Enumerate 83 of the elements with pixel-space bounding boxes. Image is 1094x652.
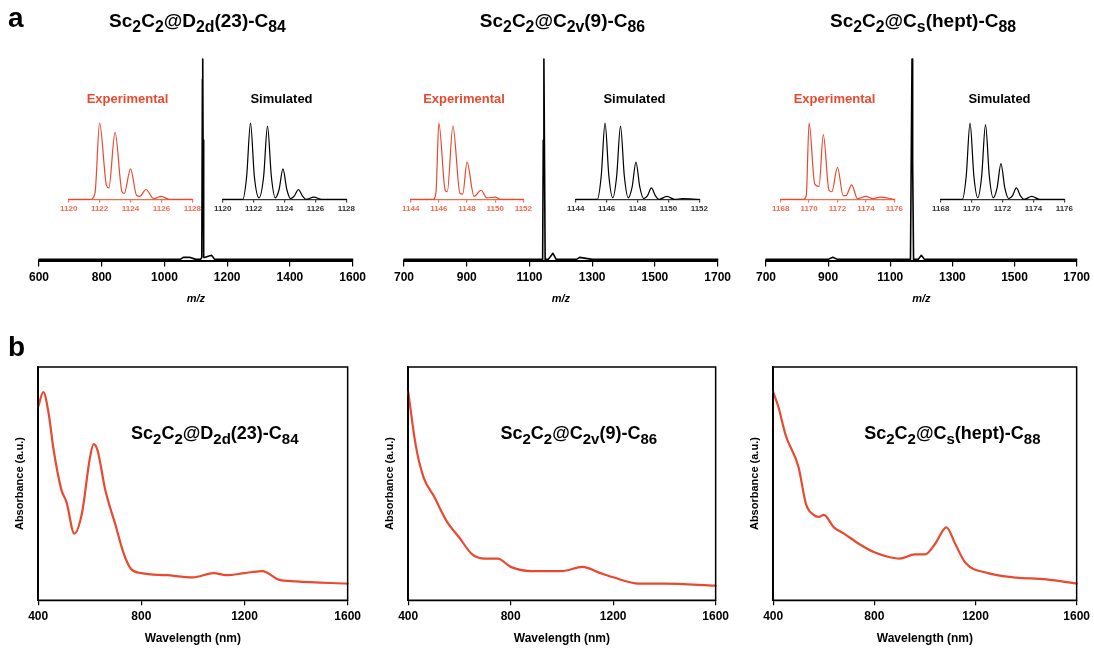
x-tick-label: 1120 [60,204,78,214]
x-tick-label: 600 [29,269,50,284]
x-tick-label: 1128 [337,204,356,214]
x-tick-label: 1172 [828,204,847,214]
x-tick-label: 1700 [1063,269,1091,284]
x-tick-label: 400 [763,608,784,623]
x-tick-label: 1100 [516,269,543,284]
x-tick-label: 1120 [214,204,232,214]
x-tick-label: 1124 [275,204,294,214]
x-tick-label: 1150 [486,204,505,214]
x-tick-label: 1200 [599,608,627,623]
x-tick-label: 1500 [641,269,669,284]
chart-title: Experimental [423,91,505,107]
x-tick-label: 1126 [152,204,171,214]
chart-title: Sc$_{2}$C$_{2}$@D$_{2d}$(23)-C$_{84}$ [108,10,287,36]
x-tick-label: 1168 [932,204,950,214]
x-tick-label: 1148 [458,204,477,214]
x-tick-label: 1000 [151,269,179,284]
x-tick-label: 1600 [1063,608,1091,623]
text: Sc$_{2}$C$_{2}$@D$_{2d}$(23)-C$_{84}$ [131,422,299,447]
x-tick-label: 1200 [962,608,990,623]
x-tick-label: 1126 [306,204,325,214]
x-tick-label: 1170 [962,204,981,214]
x-tick-label: 1144 [567,204,585,214]
chart-title: Sc$_{2}$C$_{2}$@C$_{2v}$(9)-C$_{86}$ [478,10,647,36]
x-tick-label: 1152 [514,204,533,214]
x-axis-title: Wavelength (nm) [513,631,611,646]
x-tick-label: 700 [394,269,415,284]
x-tick-label: 1174 [857,204,876,214]
x-tick-label: 400 [398,608,419,623]
x-axis-title: Wavelength (nm) [144,631,242,646]
chart-title: Simulated [603,91,666,107]
x-tick-label: 1170 [800,204,819,214]
chart-title: Simulated [968,91,1031,107]
x-tick-label: 1300 [578,269,606,284]
text: a [8,2,24,33]
x-tick-label: 1152 [690,204,709,214]
text: b [8,331,26,362]
x-tick-label: 1146 [597,204,616,214]
chart-title: Simulated [250,91,313,107]
x-tick-label: 1700 [704,269,732,284]
x-tick-label: 1128 [183,204,202,214]
y-axis-title: Absorbance (a.u.) [747,436,760,531]
x-tick-label: 800 [864,608,885,623]
y-axis-title: Absorbance (a.u.) [12,436,25,531]
x-tick-label: 1122 [90,204,109,214]
x-tick-label: 1200 [231,608,259,623]
x-tick-label: 700 [756,269,777,284]
x-tick-label: 1144 [402,204,420,214]
x-axis-title: Wavelength (nm) [876,631,974,646]
x-tick-label: 800 [500,608,522,623]
x-axis-title: m/z [551,292,571,305]
chart-title: Experimental [86,91,169,107]
x-tick-label: 1176 [1055,204,1074,214]
x-tick-label: 1200 [213,269,241,284]
chart-title: Experimental [793,91,876,107]
x-tick-label: 900 [818,269,839,284]
x-tick-label: 1148 [628,204,647,214]
y-axis-title: Absorbance (a.u.) [382,436,395,531]
x-tick-label: 1500 [1001,269,1029,284]
chart-title: Sc$_{2}$C$_{2}$@C$_{s}$(hept)-C$_{88}$ [828,10,1018,36]
x-tick-label: 1300 [939,269,967,284]
text: Sc$_{2}$C$_{2}$@C$_{s}$(hept)-C$_{88}$ [864,422,1041,447]
x-tick-label: 800 [91,269,113,284]
x-tick-label: 1146 [430,204,449,214]
text: Sc$_{2}$C$_{2}$@C$_{2v}$(9)-C$_{86}$ [500,422,658,447]
x-tick-label: 1400 [276,269,304,284]
x-tick-label: 1122 [244,204,263,214]
x-tick-label: 1174 [1024,204,1043,214]
x-tick-label: 800 [131,608,152,623]
x-tick-label: 1168 [772,204,790,214]
x-tick-label: 1172 [993,204,1012,214]
x-tick-label: 1600 [702,608,730,623]
x-tick-label: 400 [28,608,49,623]
x-tick-label: 1100 [877,269,904,284]
x-tick-label: 1176 [885,204,904,214]
x-tick-label: 900 [456,269,478,284]
x-tick-label: 1600 [339,269,367,284]
x-tick-label: 1124 [121,204,140,214]
x-axis-title: m/z [912,292,931,305]
x-axis-title: m/z [186,292,206,305]
x-tick-label: 1600 [334,608,362,623]
x-tick-label: 1150 [659,204,678,214]
